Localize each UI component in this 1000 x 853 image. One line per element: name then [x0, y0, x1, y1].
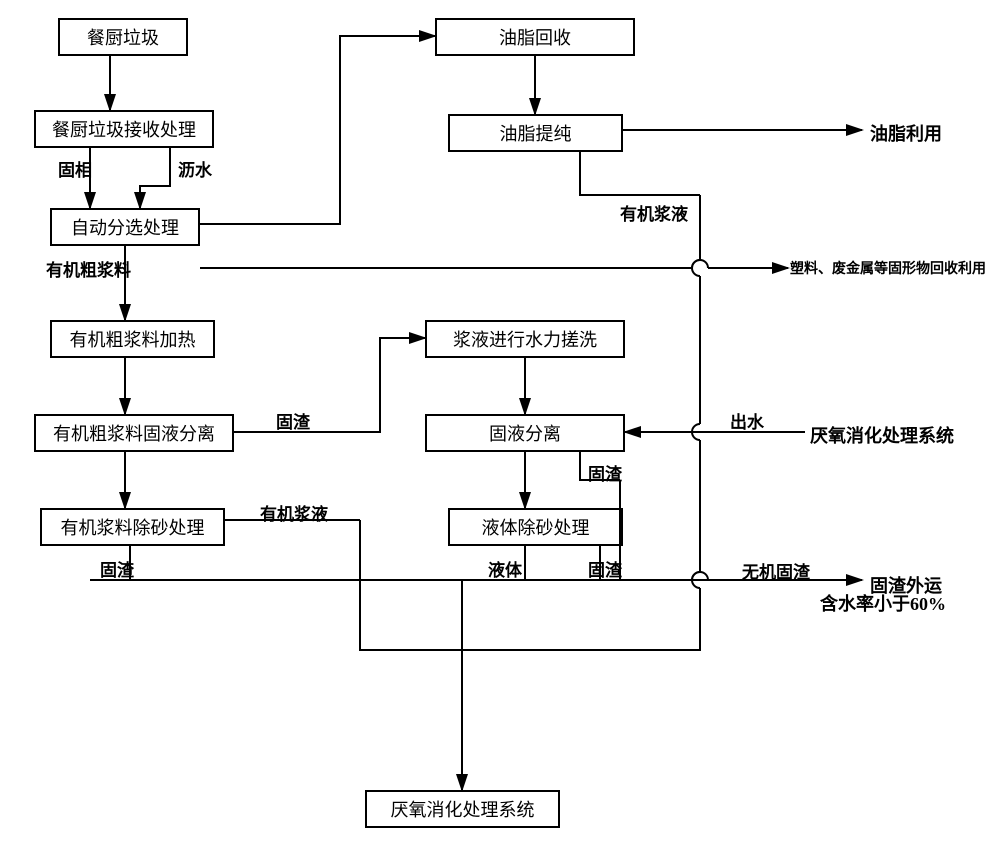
node-solid-liquid-sep: 有机粗浆料固液分离: [34, 414, 234, 452]
label-solid-residue-1: 固渣: [276, 408, 310, 433]
node-receive-process: 餐厨垃圾接收处理: [34, 110, 214, 148]
node-kitchen-waste: 餐厨垃圾: [58, 18, 188, 56]
node-heating: 有机粗浆料加热: [50, 320, 215, 358]
label-outwater: 出水: [730, 408, 764, 433]
node-hydraulic-scrub: 浆液进行水力搓洗: [425, 320, 625, 358]
label-organic-slurry-2: 有机浆液: [620, 200, 688, 225]
label-liquid: 液体: [488, 556, 522, 581]
label-organic-slurry-1: 有机浆液: [260, 500, 328, 525]
label-drain-water: 沥水: [178, 156, 212, 181]
label-solid-phase: 固相: [58, 156, 92, 181]
node-anaerobic-system: 厌氧消化处理系统: [365, 790, 560, 828]
node-auto-sort: 自动分选处理: [50, 208, 200, 246]
label-solid-residue-2: 固渣: [100, 556, 134, 581]
label-solid-residue-3: 固渣: [588, 460, 622, 485]
node-sand-removal: 有机浆料除砂处理: [40, 508, 225, 546]
label-organic-coarse: 有机粗浆料: [46, 256, 131, 281]
output-plastic-recycle: 塑料、废金属等固形物回收利用: [790, 258, 986, 278]
node-solid-liquid-sep2: 固液分离: [425, 414, 625, 452]
label-inorganic-residue: 无机固渣: [742, 558, 810, 583]
output-residue-out: 固渣外运: [870, 572, 942, 598]
node-oil-recovery: 油脂回收: [435, 18, 635, 56]
node-liquid-sand-removal: 液体除砂处理: [448, 508, 623, 546]
label-solid-residue-4: 固渣: [588, 556, 622, 581]
output-anaerobic: 厌氧消化处理系统: [810, 422, 954, 448]
node-oil-purify: 油脂提纯: [448, 114, 623, 152]
output-oil-use: 油脂利用: [870, 120, 942, 146]
